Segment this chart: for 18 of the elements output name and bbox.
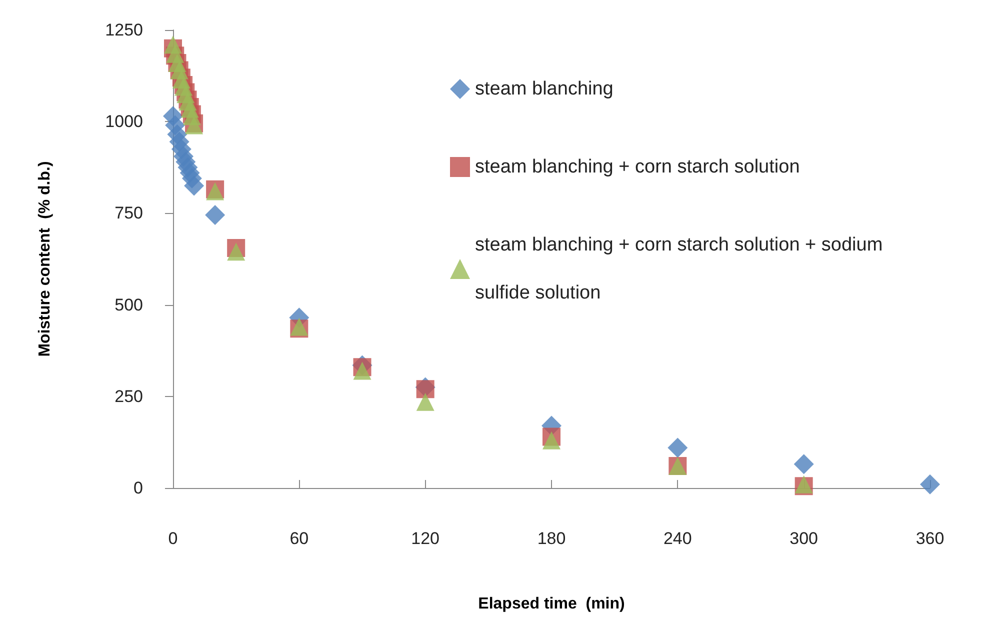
legend-label: steam blanching + corn starch solution [475,156,800,178]
x-tick-label: 180 [537,529,566,548]
y-axis-title: Moisture content (% d.b.) [36,161,54,357]
x-tick-label: 360 [916,529,944,548]
text: steam blanching + corn starch solution + sodium sulfide solution [475,234,883,304]
x-tick-label: 0 [168,529,178,548]
y-tick-label: 1000 [105,112,143,132]
y-tick-label: 0 [134,478,143,498]
x-axis-title: Elapsed time (min) [478,596,625,612]
y-tick-label: 750 [114,204,143,223]
x-tick-label: 60 [290,529,309,548]
x-tick-label: 300 [790,529,818,548]
y-tick-label: 250 [114,386,143,406]
legend-label: steam blanching [475,78,614,100]
y-tick-label: 500 [114,295,143,314]
x-tick-label: 240 [663,529,692,548]
x-tick-label: 120 [411,529,440,548]
y-tick-label: 1250 [105,20,143,40]
